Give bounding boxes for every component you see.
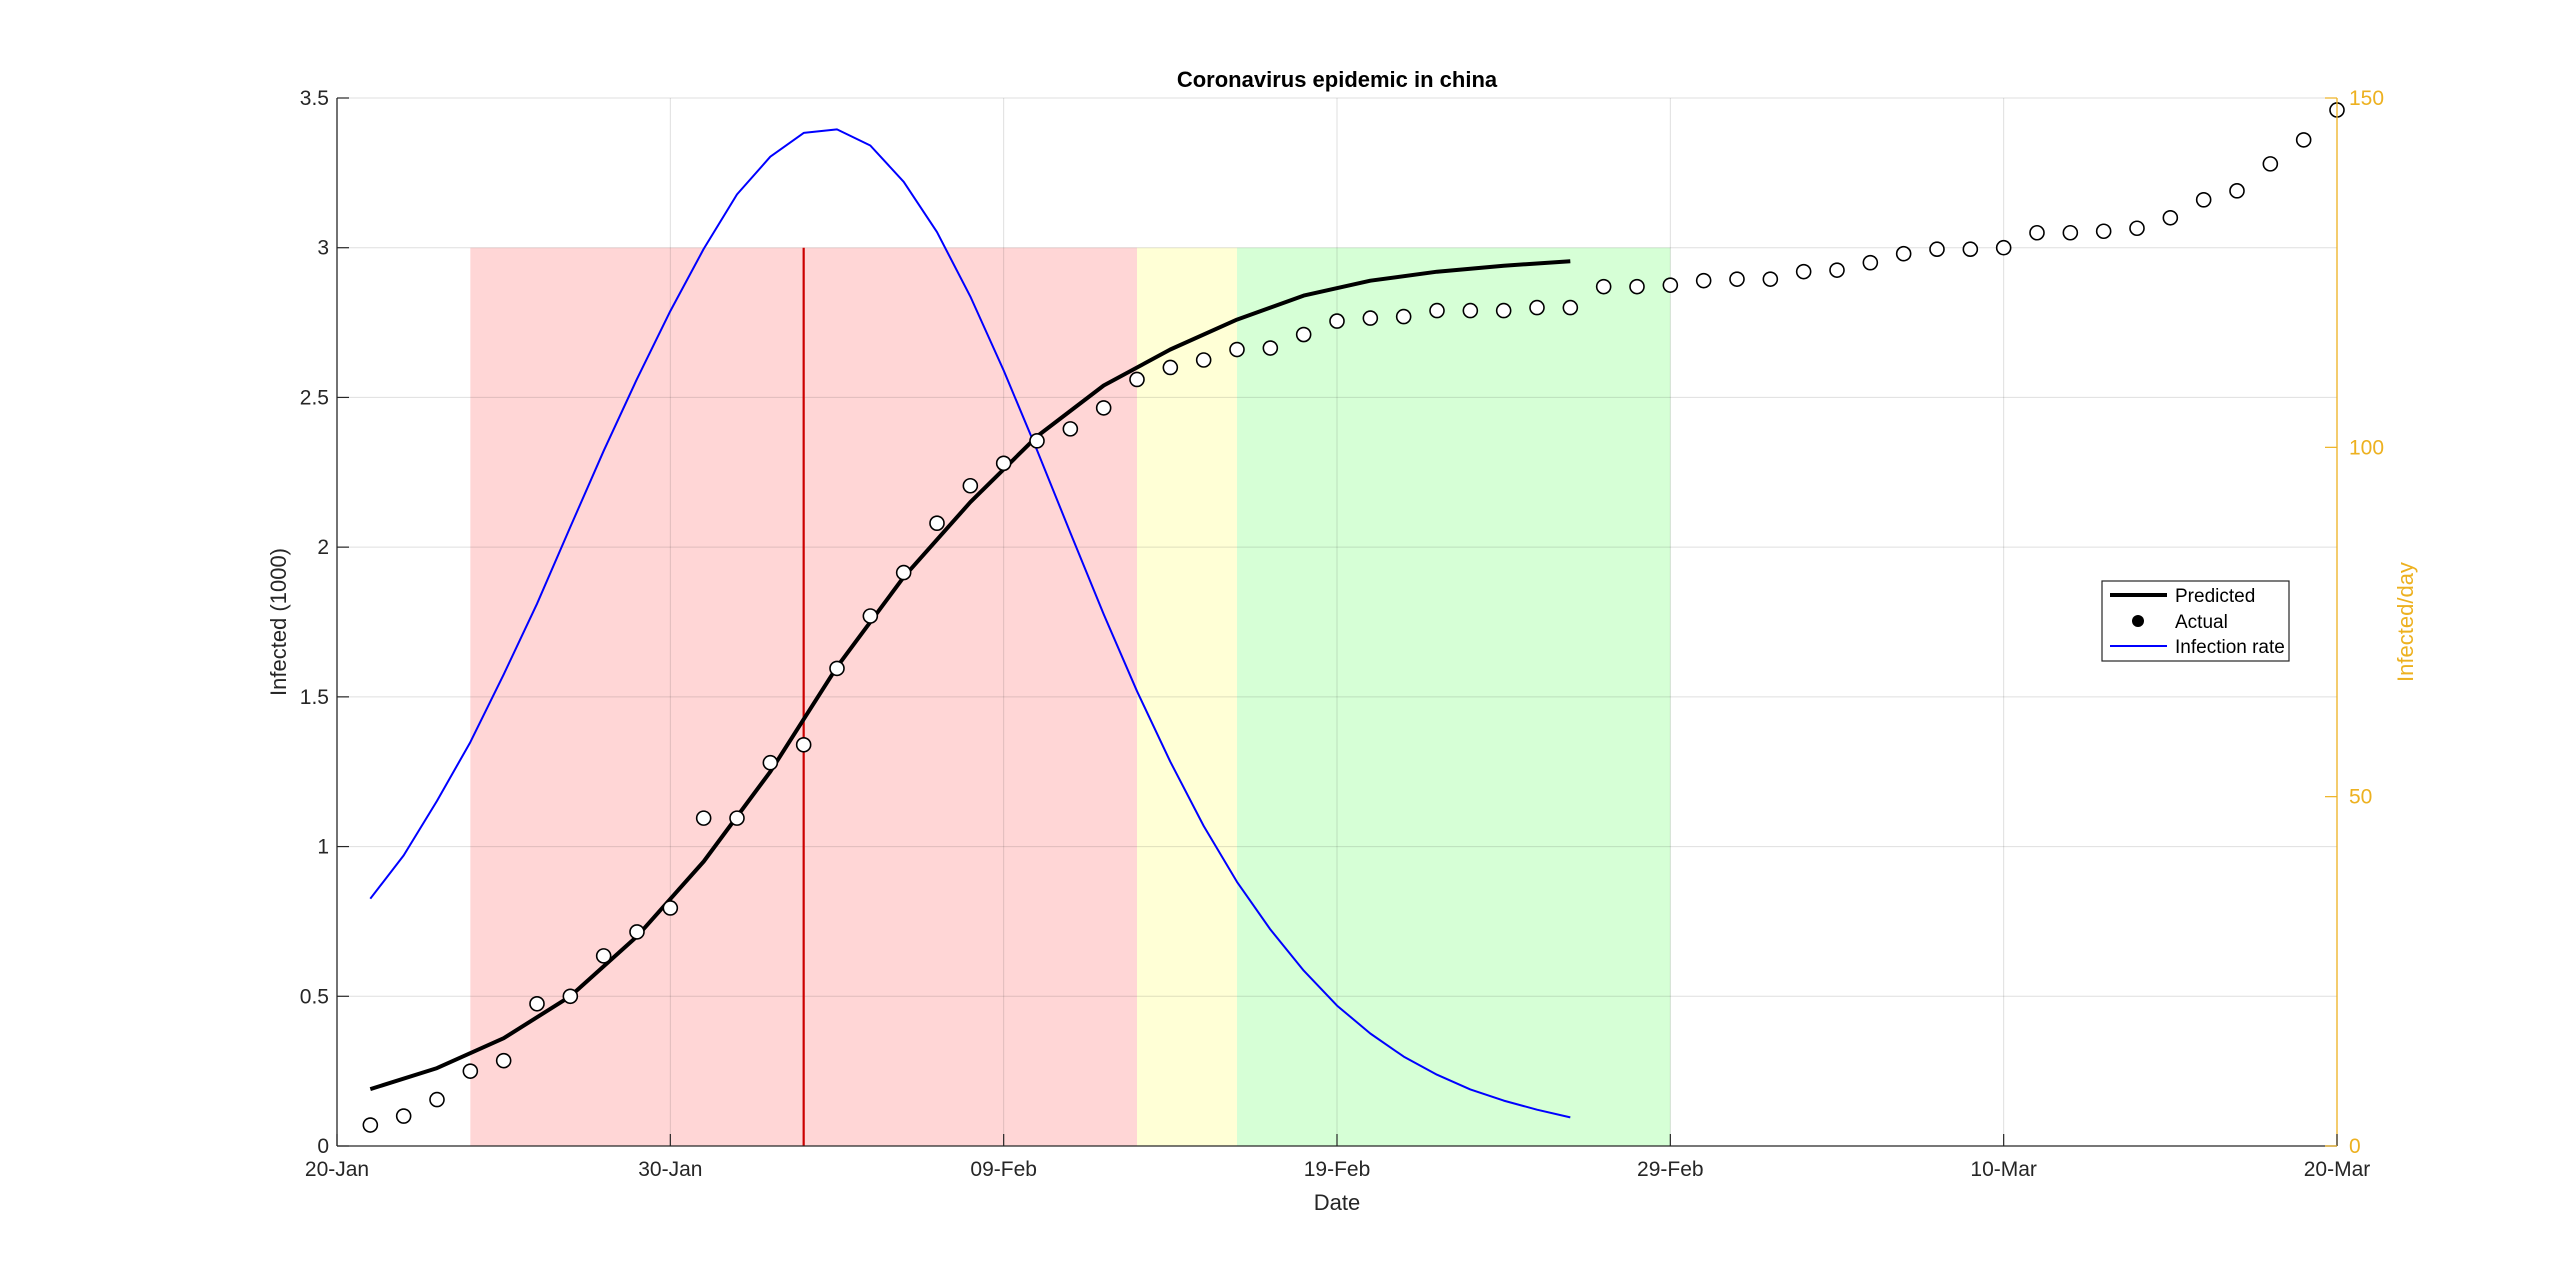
actual-point [2029,224,2045,241]
actual-point [1162,359,1179,376]
x-tick-label: 20-Jan [305,1158,369,1181]
y2-tick-label: 150 [2349,87,2384,110]
actual-point [2062,224,2079,241]
actual-point [2195,192,2212,208]
actual-point [929,515,945,531]
actual-point [529,995,545,1012]
shaded-region [1237,247,1671,1146]
actual-point [795,736,812,753]
actual-point [695,810,712,826]
x-tick-label: 29-Feb [1637,1158,1704,1181]
actual-point [629,924,645,940]
legend-infection-rate-label: Infection rate [2175,637,2285,658]
y2-tick-labels: 0 50 100 150 [2349,87,2384,1158]
legend-predicted-label: Predicted [2175,586,2255,607]
y-tick-label: 2.5 [300,386,329,409]
actual-point [362,1117,379,1133]
actual-point [2162,209,2179,226]
actual-point [2295,132,2312,148]
actual-point [595,948,612,964]
actual-point [762,754,779,771]
legend-actual-swatch [2132,615,2144,627]
actual-point [1629,278,1645,295]
actual-point [1895,245,1912,262]
actual-point [895,564,912,581]
actual-point [1962,241,1979,258]
y-tick-labels: 0 0.5 1 1.5 2 2.5 3 3.5 [300,87,329,1158]
actual-point [1195,352,1212,368]
actual-point [1495,302,1512,319]
actual-point [2262,156,2279,172]
y-tick-label: 3.5 [300,87,329,110]
actual-point [662,900,679,916]
actual-point [1762,271,1779,287]
actual-point [2129,220,2145,237]
y2-tick-label: 50 [2349,786,2372,809]
x-tick-label: 10-Mar [1970,1158,2037,1181]
actual-point [1262,340,1279,356]
x-tick-label: 09-Feb [970,1158,1037,1181]
legend: Predicted Actual Infection rate [2101,580,2290,662]
y2-tick-label: 100 [2349,436,2384,459]
y-tick-label: 0 [317,1135,329,1158]
infection-rate-line [369,128,1571,1119]
actual-point [1129,371,1145,388]
actual-point [462,1063,479,1079]
x-tick-label: 19-Feb [1304,1158,1371,1181]
actual-point [1929,241,1945,258]
actual-point [862,608,879,624]
y-tick-label: 1.5 [300,686,329,709]
actual-point [1095,400,1112,416]
actual-point [829,660,845,677]
legend-actual-label: Actual [2175,612,2228,633]
y-axis-label: Infected (1000) [266,548,291,696]
actual-point [1029,433,1045,449]
x-tick-labels: 20-Jan 30-Jan 09-Feb 19-Feb 29-Feb 10-Mar 20-M… [305,1158,2370,1181]
actual-point [1862,254,1879,271]
actual-point [1329,313,1345,329]
actual-point [1462,302,1479,319]
actual-point [562,988,579,1005]
actual-point [729,810,745,826]
actual-point [1695,272,1712,289]
actual-point [1829,262,1845,278]
actual-point [2229,183,2245,199]
actual-point [1662,277,1679,293]
y-tick-label: 1 [317,836,329,859]
x-axis-label: Date [1314,1190,1360,1215]
y-tick-label: 3 [317,237,329,260]
actual-point [1529,299,1545,316]
actual-point [1995,239,2012,256]
actual-point [962,477,979,494]
actual-point [429,1091,445,1108]
actual-point [1295,326,1312,343]
chart-title: Coronavirus epidemic in china [1177,67,1498,92]
x-tick-label: 30-Jan [638,1158,702,1181]
actual-point [1429,302,1445,319]
actual-point [1729,271,1745,287]
actual-point [1595,278,1612,295]
actual-point [2095,223,2112,240]
actual-point [495,1052,512,1069]
y-tick-label: 0.5 [300,985,329,1008]
y2-tick-label: 0 [2349,1135,2361,1158]
x-tick-label: 20-Mar [2304,1158,2371,1181]
actual-point [1795,263,1812,280]
actual-point [995,455,1012,472]
actual-point [1362,310,1379,326]
axes [336,97,2338,1147]
actual-series [362,102,2345,1133]
actual-point [395,1108,412,1124]
actual-point [1562,299,1579,316]
actual-point [1395,308,1412,325]
y-tick-label: 2 [317,536,329,559]
actual-point [1229,341,1245,358]
actual-point [1062,421,1079,437]
infection-rate-series [369,128,1571,1119]
shaded-region [1137,247,1237,1146]
y2-axis-label: Infected/day [2393,562,2418,682]
